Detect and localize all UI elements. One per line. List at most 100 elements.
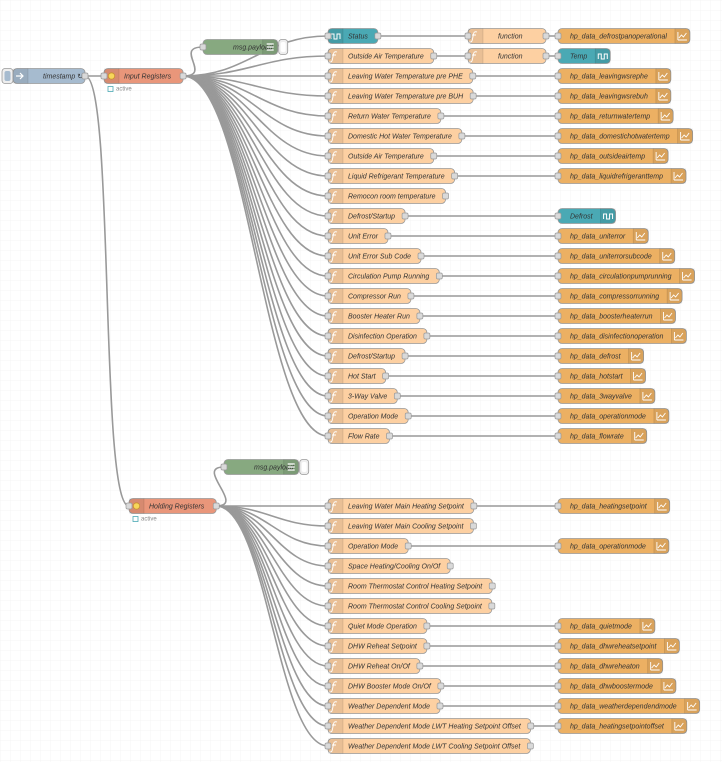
chart-node[interactable]: hp_data_heatingsetpointoffset: [554, 718, 688, 734]
chart-node[interactable]: hp_data_uniterror: [554, 228, 649, 244]
chart-node[interactable]: hp_data_dhwreheaton: [554, 658, 664, 674]
modbus-icon: [107, 72, 116, 80]
port: [554, 352, 562, 360]
function-node[interactable]: Operation Mode: [324, 408, 412, 424]
function-node-label: Unit Error: [348, 233, 379, 240]
gauge-node[interactable]: Temp: [554, 48, 611, 64]
debug-node[interactable]: msg.payload: [220, 459, 300, 475]
function-node[interactable]: DHW Reheat Setpoint: [324, 638, 431, 654]
function-node[interactable]: Booster Heater Run: [324, 308, 424, 324]
chart-node-label: hp_data_defrost: [570, 353, 622, 360]
status-label: active: [141, 517, 157, 523]
function-icon: [329, 71, 338, 83]
chart-node[interactable]: hp_data_operationmode: [554, 408, 670, 424]
chart-node[interactable]: hp_data_hotstart: [554, 368, 646, 384]
function-node[interactable]: Outside Air Temperature: [324, 148, 438, 164]
function-node[interactable]: Domestic Hot Water Temperature: [324, 128, 466, 144]
modbus-node[interactable]: Holding Registers active: [125, 498, 220, 523]
function-node[interactable]: Hot Start: [324, 368, 389, 384]
chart-node[interactable]: hp_data_uniterrorsubcode: [554, 248, 676, 264]
function-node[interactable]: Unit Error Sub Code: [324, 248, 425, 264]
chart-node[interactable]: hp_data_leavingwsrephe: [554, 68, 672, 84]
chart-node[interactable]: hp_data_defrostpanoperational: [554, 28, 691, 44]
function-node[interactable]: function: [464, 48, 550, 64]
chart-node[interactable]: hp_data_outsideairtemp: [554, 148, 669, 164]
chart-node[interactable]: hp_data_quietmode: [554, 618, 656, 634]
chart-node[interactable]: hp_data_domestichotwatertemp: [554, 128, 694, 144]
icon-area: [328, 598, 343, 614]
chart-node-label: hp_data_operationmode: [570, 543, 646, 550]
icon-area: [328, 348, 343, 364]
function-node[interactable]: Leaving Water Main Heating Setpoint: [324, 498, 478, 514]
debug-node[interactable]: msg.payload: [199, 39, 279, 55]
chart-node[interactable]: hp_data_boosterheaterrun: [554, 308, 676, 324]
function-node[interactable]: DHW Reheat On/Of: [324, 658, 424, 674]
chart-node[interactable]: hp_data_dhwreheatsetpoint: [554, 638, 680, 654]
port: [324, 662, 332, 670]
chart-node[interactable]: hp_data_heatingsetpoint: [554, 498, 671, 514]
port: [554, 412, 562, 420]
chart-node[interactable]: hp_data_returnwatertemp: [554, 108, 674, 124]
function-node[interactable]: Weather Dependent Mode: [324, 698, 444, 714]
function-node[interactable]: Outside Air Temperature: [324, 48, 438, 64]
function-icon: [329, 541, 338, 553]
function-node[interactable]: Room Thermostat Control Cooling Setpoint: [324, 598, 496, 614]
function-node[interactable]: Quiet Mode Operation: [324, 618, 431, 634]
port: [324, 642, 332, 650]
function-node[interactable]: Weather Dependent Mode LWT Cooling Setpo…: [324, 738, 534, 754]
function-node[interactable]: Space Heating/Cooling On/Of: [324, 558, 454, 574]
gauge-node[interactable]: Defrost: [554, 208, 616, 224]
chart-node[interactable]: hp_data_liquidrefrigeranttemp: [554, 168, 687, 184]
inject-node[interactable]: timestamp ↻: [12, 68, 89, 84]
function-node-label: Hot Start: [348, 373, 377, 380]
function-node[interactable]: Leaving Water Main Cooling Setpoint: [324, 518, 477, 534]
function-node[interactable]: DHW Booster Mode On/Of: [324, 678, 445, 694]
chart-icon: [650, 662, 660, 671]
chart-node[interactable]: hp_data_dhwboostermode: [554, 678, 677, 694]
chart-node[interactable]: hp_data_defrost: [554, 348, 645, 364]
function-icon: [329, 661, 338, 673]
function-node[interactable]: Unit Error: [324, 228, 392, 244]
function-icon: [329, 351, 338, 363]
function-node[interactable]: function: [464, 28, 550, 44]
chart-node[interactable]: hp_data_weatherdependendmode: [554, 698, 701, 714]
status-node[interactable]: Status: [324, 28, 382, 44]
function-node[interactable]: Room Thermostat Control Heating Setpoint: [324, 578, 496, 594]
function-node[interactable]: Defrost/Startup: [324, 348, 409, 364]
port: [554, 662, 562, 670]
port: [179, 72, 187, 80]
debug-toggle[interactable]: [299, 459, 310, 475]
gauge-node-label: Defrost: [570, 213, 594, 220]
function-node[interactable]: Return Water Temperature: [324, 108, 445, 124]
chart-node[interactable]: hp_data_circulationpumprunning: [554, 268, 695, 284]
function-node[interactable]: Compressor Run: [324, 288, 415, 304]
function-node[interactable]: Defrost/Startup: [324, 208, 409, 224]
function-node[interactable]: Remocon room temperature: [324, 188, 449, 204]
function-node[interactable]: Operation Mode: [324, 538, 412, 554]
port: [324, 52, 332, 60]
icon-area: [595, 48, 611, 64]
function-node[interactable]: Leaving Water Temperature pre PHE: [324, 68, 477, 84]
chart-node[interactable]: hp_data_3wayvalve: [554, 388, 656, 404]
function-node[interactable]: Weather Dependent Mode LWT Heating Setpo…: [324, 718, 535, 734]
port: [199, 43, 207, 51]
inject-button[interactable]: [1, 68, 14, 84]
chart-node[interactable]: hp_data_disinfectionoperation: [554, 328, 687, 344]
port: [554, 702, 562, 710]
debug-toggle[interactable]: [278, 39, 289, 55]
chart-icon: [663, 312, 673, 321]
port: [423, 332, 431, 340]
modbus-node[interactable]: Input Registers active: [100, 68, 187, 93]
chart-node[interactable]: hp_data_leavingwsrebuh: [554, 88, 672, 104]
function-node[interactable]: Leaving Water Temperature pre BUH: [324, 88, 477, 104]
function-node[interactable]: Circulation Pump Running: [324, 268, 443, 284]
function-node[interactable]: 3-Way Valve: [324, 388, 401, 404]
chart-node[interactable]: hp_data_operationmode: [554, 538, 670, 554]
function-node[interactable]: Liquid Refrigerant Temperature: [324, 168, 458, 184]
chart-node[interactable]: hp_data_compressorrunning: [554, 288, 683, 304]
function-node[interactable]: Disinfection Operation: [324, 328, 431, 344]
chart-node[interactable]: hp_data_flowrate: [554, 428, 648, 444]
chart-node-label: hp_data_outsideairtemp: [570, 153, 645, 160]
function-node[interactable]: Flow Rate: [324, 428, 393, 444]
port: [384, 232, 392, 240]
